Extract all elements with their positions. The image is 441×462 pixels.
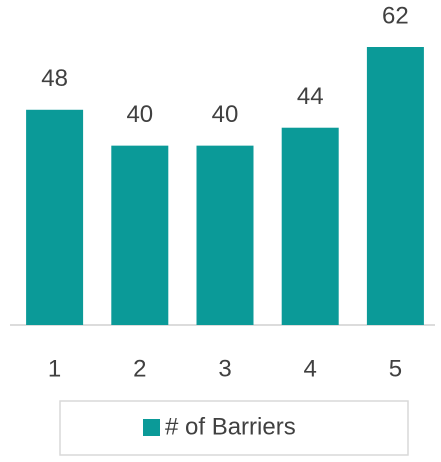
bar: [366, 47, 424, 325]
legend-label: # of Barriers: [165, 413, 296, 440]
bar: [111, 145, 169, 325]
x-tick-label: 3: [218, 355, 231, 382]
x-tick-label: 2: [133, 355, 146, 382]
data-label: 40: [126, 101, 153, 128]
data-label: 48: [41, 65, 68, 92]
legend-box: [59, 400, 409, 456]
data-label: 40: [212, 101, 239, 128]
x-tick-label: 5: [389, 355, 402, 382]
data-label: 62: [382, 2, 409, 29]
bar: [196, 145, 254, 325]
data-label: 44: [297, 83, 324, 110]
legend-swatch: [143, 419, 160, 436]
x-tick-label: 4: [304, 355, 317, 382]
bar: [281, 127, 339, 325]
x-tick-label: 1: [48, 355, 61, 382]
bar: [26, 109, 84, 325]
